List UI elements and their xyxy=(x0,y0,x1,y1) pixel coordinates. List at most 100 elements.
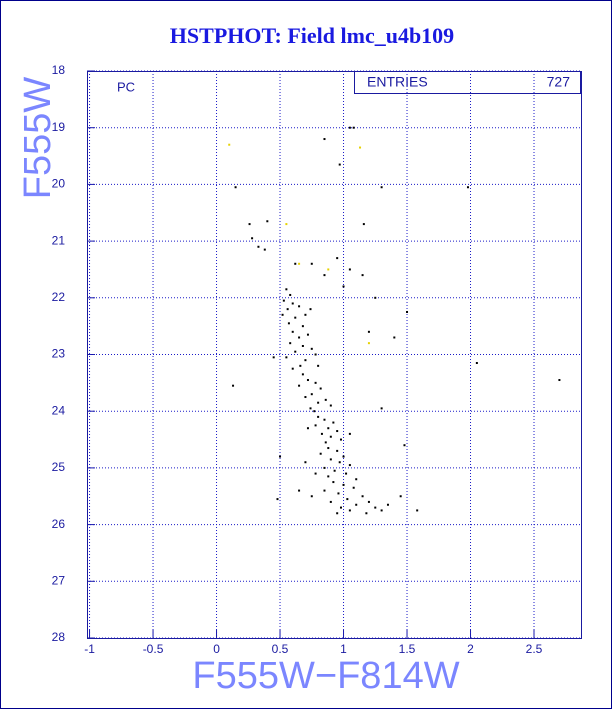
point xyxy=(317,364,320,367)
point xyxy=(338,461,341,464)
point xyxy=(327,268,330,271)
point xyxy=(314,381,317,384)
point xyxy=(329,500,332,503)
point xyxy=(291,330,294,333)
point xyxy=(289,293,292,296)
x-tick-label: -0.5 xyxy=(143,642,164,656)
point xyxy=(359,146,362,149)
point xyxy=(291,367,294,370)
point xyxy=(301,325,304,328)
point xyxy=(306,427,309,430)
point xyxy=(348,268,351,271)
point xyxy=(327,475,330,478)
point xyxy=(323,274,326,277)
point xyxy=(323,466,326,469)
plot-frame xyxy=(87,71,582,639)
point xyxy=(342,285,345,288)
point xyxy=(310,393,313,396)
point xyxy=(362,223,365,226)
point xyxy=(348,432,351,435)
point xyxy=(279,455,282,458)
point xyxy=(234,186,237,189)
point xyxy=(282,299,285,302)
point xyxy=(266,220,269,223)
point xyxy=(272,356,275,359)
point xyxy=(332,421,335,424)
point xyxy=(317,401,320,404)
point xyxy=(406,310,409,313)
y-tick-label: 28 xyxy=(52,630,66,644)
point xyxy=(466,186,469,189)
point xyxy=(294,350,297,353)
point xyxy=(336,257,339,260)
point xyxy=(329,458,332,461)
point xyxy=(361,495,364,498)
y-tick-label: 21 xyxy=(52,233,66,247)
point xyxy=(286,308,289,311)
point xyxy=(361,274,364,277)
point xyxy=(319,452,322,455)
point xyxy=(310,495,313,498)
point xyxy=(298,305,301,308)
point xyxy=(314,472,317,475)
point xyxy=(310,347,313,350)
point xyxy=(276,498,279,501)
point xyxy=(380,186,383,189)
point xyxy=(251,237,254,240)
point xyxy=(298,384,301,387)
point xyxy=(298,489,301,492)
y-tick-label: 20 xyxy=(52,177,66,191)
point xyxy=(329,404,332,407)
y-axis-label: F555W xyxy=(17,77,59,200)
point xyxy=(320,432,323,435)
point xyxy=(333,469,336,472)
point xyxy=(298,262,301,265)
point xyxy=(403,444,406,447)
point xyxy=(380,509,383,512)
x-tick-label: 0.5 xyxy=(272,642,289,656)
point xyxy=(342,455,345,458)
point xyxy=(287,322,290,325)
point xyxy=(336,512,339,515)
stats-label: ENTRIES xyxy=(367,74,428,90)
point xyxy=(339,506,342,509)
y-tick-label: 25 xyxy=(52,460,66,474)
point xyxy=(232,384,235,387)
point xyxy=(323,418,326,421)
point xyxy=(355,503,358,506)
point xyxy=(304,461,307,464)
point xyxy=(285,288,288,291)
point xyxy=(313,410,316,413)
x-tick-label: -1 xyxy=(84,642,95,656)
point xyxy=(352,126,355,129)
x-axis-label: F555W−F814W xyxy=(192,655,459,697)
x-tick-label: 1 xyxy=(340,642,347,656)
point xyxy=(304,359,307,362)
point xyxy=(342,483,345,486)
point xyxy=(257,245,260,248)
x-tick-label: 1.5 xyxy=(399,642,416,656)
y-tick-label: 23 xyxy=(52,347,66,361)
point xyxy=(336,449,339,452)
point xyxy=(558,379,561,382)
point xyxy=(367,500,370,503)
point xyxy=(348,464,351,467)
point xyxy=(323,138,326,141)
point xyxy=(337,492,340,495)
point xyxy=(299,364,302,367)
point xyxy=(336,430,339,433)
point xyxy=(393,336,396,339)
point xyxy=(329,435,332,438)
point xyxy=(346,498,349,501)
point xyxy=(367,330,370,333)
y-tick-label: 26 xyxy=(52,517,66,531)
point xyxy=(291,302,294,305)
point xyxy=(310,262,313,265)
y-tick-label: 22 xyxy=(52,290,66,304)
point xyxy=(323,489,326,492)
point xyxy=(355,478,358,481)
point xyxy=(348,126,351,129)
chart-title: HSTPHOT: Field lmc_u4b109 xyxy=(170,23,454,48)
point xyxy=(324,441,327,444)
